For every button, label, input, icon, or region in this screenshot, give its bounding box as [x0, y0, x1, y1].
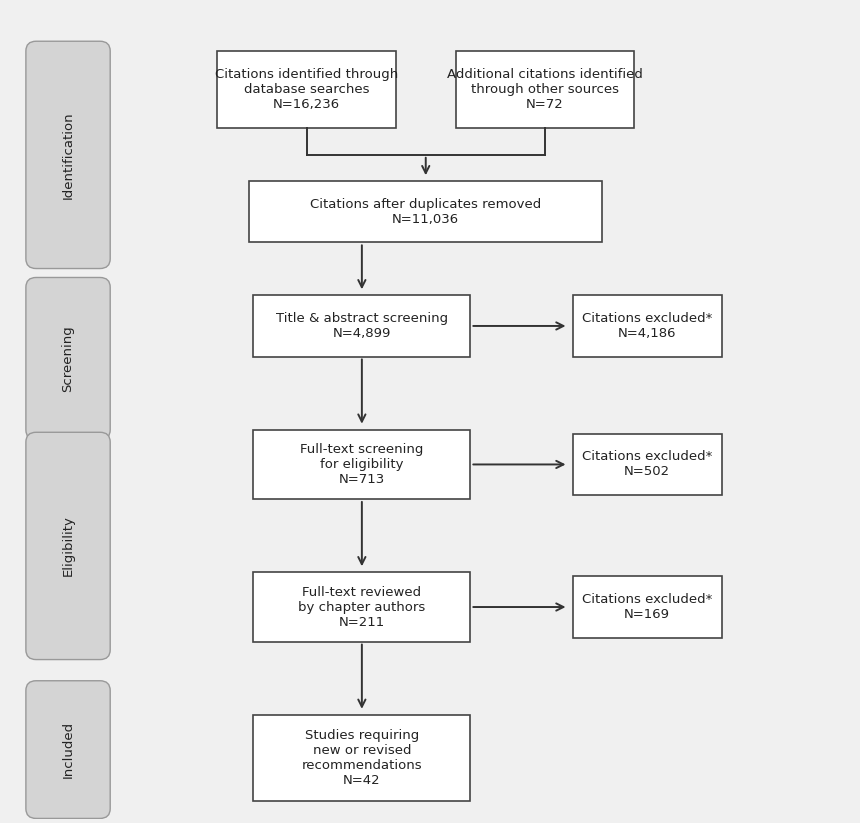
- Text: Title & abstract screening
N=4,899: Title & abstract screening N=4,899: [276, 312, 448, 340]
- Text: Citations excluded*
N=502: Citations excluded* N=502: [582, 450, 712, 478]
- FancyBboxPatch shape: [26, 41, 110, 268]
- FancyBboxPatch shape: [217, 51, 396, 128]
- Text: Additional citations identified
through other sources
N=72: Additional citations identified through …: [447, 68, 643, 111]
- FancyBboxPatch shape: [254, 295, 470, 356]
- FancyBboxPatch shape: [573, 576, 722, 638]
- FancyBboxPatch shape: [249, 181, 603, 243]
- Text: Citations excluded*
N=4,186: Citations excluded* N=4,186: [582, 312, 712, 340]
- FancyBboxPatch shape: [26, 277, 110, 439]
- FancyBboxPatch shape: [573, 434, 722, 495]
- FancyBboxPatch shape: [254, 430, 470, 499]
- Text: Citations after duplicates removed
N=11,036: Citations after duplicates removed N=11,…: [310, 198, 541, 226]
- FancyBboxPatch shape: [456, 51, 635, 128]
- Text: Citations identified through
database searches
N=16,236: Citations identified through database se…: [215, 68, 398, 111]
- Text: Full-text reviewed
by chapter authors
N=211: Full-text reviewed by chapter authors N=…: [298, 585, 426, 629]
- FancyBboxPatch shape: [26, 681, 110, 818]
- Text: Included: Included: [62, 721, 75, 779]
- Text: Screening: Screening: [62, 325, 75, 392]
- Text: Identification: Identification: [62, 111, 75, 198]
- Text: Eligibility: Eligibility: [62, 515, 75, 576]
- FancyBboxPatch shape: [26, 432, 110, 659]
- FancyBboxPatch shape: [254, 573, 470, 642]
- Text: Studies requiring
new or revised
recommendations
N=42: Studies requiring new or revised recomme…: [302, 728, 422, 787]
- FancyBboxPatch shape: [254, 715, 470, 801]
- Text: Full-text screening
for eligibility
N=713: Full-text screening for eligibility N=71…: [300, 443, 424, 486]
- FancyBboxPatch shape: [573, 295, 722, 356]
- Text: Citations excluded*
N=169: Citations excluded* N=169: [582, 593, 712, 621]
